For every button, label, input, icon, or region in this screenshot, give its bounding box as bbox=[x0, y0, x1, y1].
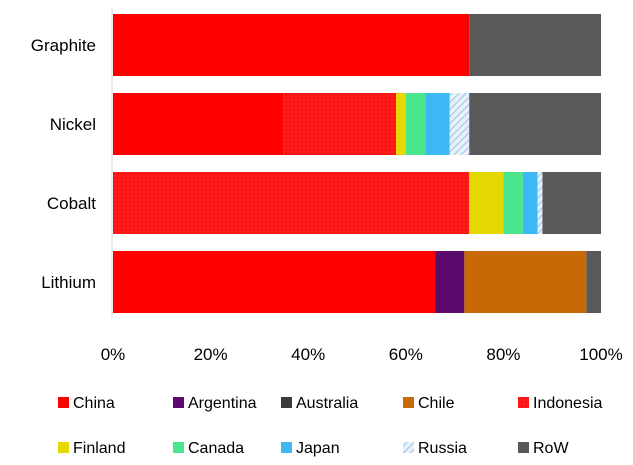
category-label-nickel: Nickel bbox=[50, 115, 96, 134]
bar-graphite-row bbox=[469, 14, 601, 76]
bar-cobalt-row bbox=[542, 172, 601, 234]
legend-label-russia: Russia bbox=[418, 440, 467, 457]
bar-cobalt-canada bbox=[503, 172, 523, 234]
bar-nickel-japan bbox=[425, 93, 450, 155]
legend-swatch-canada bbox=[173, 442, 184, 453]
bar-nickel-finland bbox=[396, 93, 406, 155]
bar-nickel-russia bbox=[449, 93, 470, 155]
bar-nickel-china bbox=[113, 93, 284, 155]
bar-cobalt-japan bbox=[522, 172, 538, 234]
legend-label-japan: Japan bbox=[296, 440, 340, 457]
legend-swatch-russia bbox=[403, 442, 414, 453]
bar-lithium-china bbox=[113, 251, 436, 313]
bar-cobalt-indonesia bbox=[113, 172, 470, 234]
legend-swatch-row bbox=[518, 442, 529, 453]
legend-swatch-australia bbox=[281, 397, 292, 408]
legend-label-canada: Canada bbox=[188, 440, 244, 457]
bar-cobalt-finland bbox=[469, 172, 504, 234]
legend: China Argentina Australia Chile Indonesia Fin… bbox=[58, 395, 602, 457]
x-tick-label: 40% bbox=[291, 345, 325, 364]
legend-swatch-argentina bbox=[173, 397, 184, 408]
legend-swatch-japan bbox=[281, 442, 292, 453]
legend-label-argentina: Argentina bbox=[188, 395, 257, 412]
x-tick-label: 0% bbox=[101, 345, 126, 364]
category-labels: Graphite Nickel Cobalt Lithium bbox=[31, 36, 96, 292]
legend-label-finland: Finland bbox=[73, 440, 125, 457]
legend-label-indonesia: Indonesia bbox=[533, 395, 602, 412]
bar-lithium-row bbox=[586, 251, 601, 313]
bar-nickel-canada bbox=[405, 93, 426, 155]
legend-label-australia: Australia bbox=[296, 395, 358, 412]
legend-label-chile: Chile bbox=[418, 395, 455, 412]
legend-swatch-finland bbox=[58, 442, 69, 453]
legend-label-row: RoW bbox=[533, 440, 569, 457]
bars-group bbox=[113, 14, 601, 313]
x-tick-label: 80% bbox=[486, 345, 520, 364]
bar-graphite-china bbox=[113, 14, 470, 76]
bar-lithium-argentina bbox=[435, 251, 465, 313]
bar-lithium-chile bbox=[464, 251, 587, 313]
bar-nickel-indonesia bbox=[283, 93, 397, 155]
legend-label-china: China bbox=[73, 395, 115, 412]
x-tick-label: 100% bbox=[579, 345, 622, 364]
x-tick-labels: 0% 20% 40% 60% 80% 100% bbox=[101, 345, 623, 364]
x-tick-label: 20% bbox=[194, 345, 228, 364]
bar-cobalt-russia bbox=[537, 172, 543, 234]
x-tick-label: 60% bbox=[389, 345, 423, 364]
legend-swatch-indonesia bbox=[518, 397, 529, 408]
bar-nickel-row bbox=[469, 93, 601, 155]
category-label-cobalt: Cobalt bbox=[47, 194, 96, 213]
category-label-lithium: Lithium bbox=[41, 273, 96, 292]
category-label-graphite: Graphite bbox=[31, 36, 96, 55]
legend-swatch-chile bbox=[403, 397, 414, 408]
legend-swatch-china bbox=[58, 397, 69, 408]
